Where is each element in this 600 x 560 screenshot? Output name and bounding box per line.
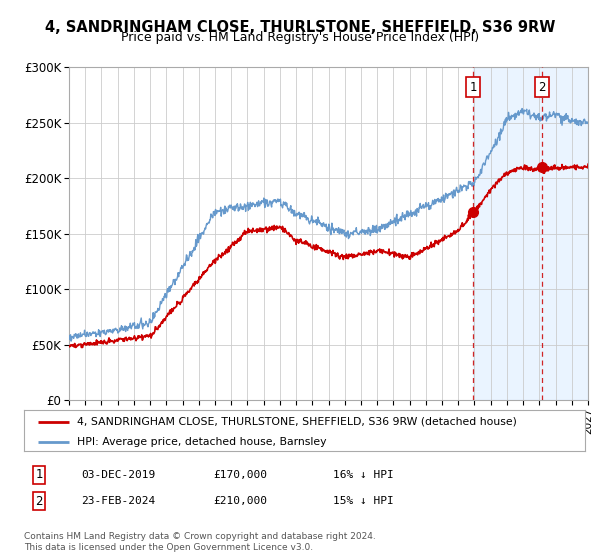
Text: 2: 2 — [538, 81, 545, 94]
Text: 1: 1 — [35, 468, 43, 482]
Text: £210,000: £210,000 — [213, 496, 267, 506]
Text: 2: 2 — [35, 494, 43, 508]
Text: £170,000: £170,000 — [213, 470, 267, 480]
Text: 03-DEC-2019: 03-DEC-2019 — [81, 470, 155, 480]
Text: 23-FEB-2024: 23-FEB-2024 — [81, 496, 155, 506]
Text: HPI: Average price, detached house, Barnsley: HPI: Average price, detached house, Barn… — [77, 437, 327, 447]
Bar — [473, 67, 588, 400]
Text: Contains HM Land Registry data © Crown copyright and database right 2024.
This d: Contains HM Land Registry data © Crown c… — [24, 533, 376, 552]
Text: 16% ↓ HPI: 16% ↓ HPI — [333, 470, 394, 480]
Text: Price paid vs. HM Land Registry's House Price Index (HPI): Price paid vs. HM Land Registry's House … — [121, 31, 479, 44]
Text: 1: 1 — [469, 81, 477, 94]
Text: 4, SANDRINGHAM CLOSE, THURLSTONE, SHEFFIELD, S36 9RW: 4, SANDRINGHAM CLOSE, THURLSTONE, SHEFFI… — [45, 20, 555, 35]
Text: 15% ↓ HPI: 15% ↓ HPI — [333, 496, 394, 506]
Text: 4, SANDRINGHAM CLOSE, THURLSTONE, SHEFFIELD, S36 9RW (detached house): 4, SANDRINGHAM CLOSE, THURLSTONE, SHEFFI… — [77, 417, 517, 427]
